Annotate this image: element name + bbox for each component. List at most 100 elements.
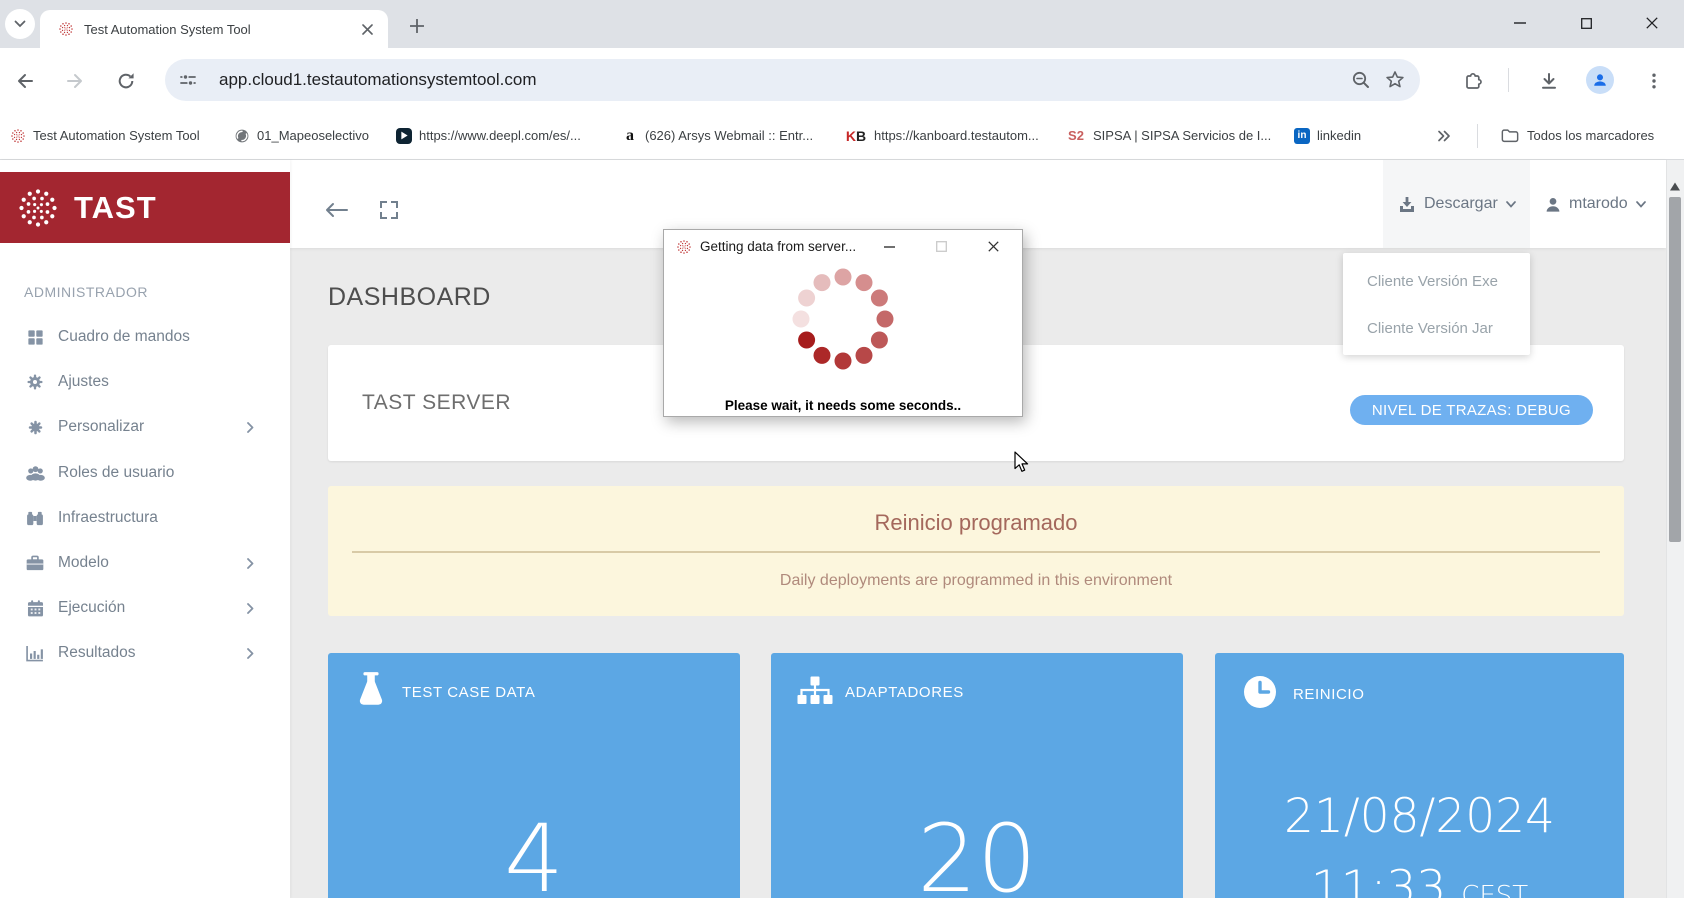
dialog-minimize-button[interactable] <box>874 235 904 259</box>
users-icon <box>24 462 46 484</box>
banner-title: Reinicio programado <box>874 510 1078 535</box>
user-menu-button[interactable]: mtarodo <box>1545 160 1646 248</box>
forward-button[interactable] <box>58 64 92 98</box>
fullscreen-button[interactable] <box>375 196 403 224</box>
brand-name: TAST <box>74 189 157 225</box>
banner-divider <box>352 551 1600 553</box>
scrollbar-up-arrow[interactable] <box>1670 182 1680 191</box>
bar-chart-icon <box>24 642 46 664</box>
sitemap-icon <box>797 675 833 713</box>
tast-favicon <box>677 239 691 254</box>
stat-card-label: REINICIO <box>1293 686 1365 703</box>
sidebar-item-cuadro-de-mandos[interactable]: Cuadro de mandos <box>0 320 290 354</box>
reload-button[interactable] <box>109 64 143 98</box>
dashboard-grid-icon <box>24 326 46 348</box>
dialog-titlebar[interactable]: Getting data from server... <box>664 230 1022 263</box>
tast-favicon <box>59 22 73 36</box>
back-button[interactable] <box>8 64 42 98</box>
stat-card-value: 20 <box>917 805 1037 898</box>
download-label: Descargar <box>1424 195 1498 212</box>
bookmark-label: https://www.deepl.com/es/... <box>419 128 581 143</box>
maximize-icon <box>935 241 947 252</box>
bookmark-label: SIPSA | SIPSA Servicios de I... <box>1093 128 1272 143</box>
dialog-message: Please wait, it needs some seconds.. <box>724 398 962 413</box>
chevron-down-icon <box>1505 200 1516 208</box>
maximize-icon <box>1580 17 1592 29</box>
extensions-button[interactable] <box>1454 64 1488 98</box>
download-menu-button[interactable]: Descargar <box>1398 160 1516 248</box>
window-minimize-button[interactable] <box>1497 0 1543 46</box>
brand-header[interactable]: TAST <box>0 172 290 243</box>
sidebar <box>0 160 290 898</box>
sidebar-item-label: Cuadro de mandos <box>58 328 190 345</box>
double-chevron-right-icon <box>1438 130 1450 141</box>
app-back-button[interactable] <box>322 196 350 224</box>
tast-favicon <box>11 128 25 143</box>
sidebar-item-label: Ajustes <box>58 373 109 390</box>
banner-subtitle: Daily deployments are programmed in this… <box>779 572 1173 589</box>
sidebar-item-ejecucion[interactable]: Ejecución <box>0 591 290 625</box>
bookmarks-overflow-button[interactable] <box>1437 112 1451 159</box>
kebab-menu-icon <box>1652 73 1656 89</box>
menu-item-cliente-version-exe[interactable]: Cliente Versión Exe <box>1367 273 1498 290</box>
profile-avatar[interactable] <box>1586 66 1614 94</box>
bookmark-tast[interactable]: Test Automation System Tool <box>10 112 200 159</box>
url-text[interactable]: app.cloud1.testautomationsystemtool.com <box>219 70 537 89</box>
address-bar[interactable]: app.cloud1.testautomationsystemtool.com <box>165 59 1420 101</box>
bookmark-sipsa[interactable]: S2 SIPSA | SIPSA Servicios de I... <box>1066 112 1271 159</box>
bookmark-label: https://kanboard.testautom... <box>874 128 1039 143</box>
close-icon <box>987 241 999 252</box>
server-card-title: TAST SERVER <box>362 391 512 414</box>
browser-menu-button[interactable] <box>1637 64 1671 98</box>
bookmark-label: Test Automation System Tool <box>33 128 200 143</box>
sidebar-item-modelo[interactable]: Modelo <box>0 546 290 580</box>
window-close-button[interactable] <box>1629 0 1675 46</box>
chevron-right-icon <box>247 602 254 614</box>
briefcase-icon <box>24 552 46 574</box>
bookmark-star-icon[interactable] <box>1378 63 1412 97</box>
browser-tab[interactable]: Test Automation System Tool <box>40 10 388 48</box>
sidebar-item-roles-de-usuario[interactable]: Roles de usuario <box>0 456 290 490</box>
bookmark-linkedin[interactable]: in linkedin <box>1294 112 1361 159</box>
bookmark-label: (626) Arsys Webmail :: Entr... <box>645 128 814 143</box>
calendar-icon <box>24 597 46 619</box>
dialog-maximize-button[interactable] <box>926 235 956 259</box>
chevron-right-icon <box>247 557 254 569</box>
tab-title: Test Automation System Tool <box>84 21 251 37</box>
scrollbar-thumb[interactable] <box>1669 197 1681 542</box>
puzzle-icon <box>1465 72 1482 89</box>
window-maximize-button[interactable] <box>1563 0 1609 46</box>
stat-card-label: ADAPTADORES <box>845 684 964 701</box>
zoom-out-icon[interactable] <box>1344 63 1378 97</box>
sidebar-section-label: ADMINISTRADOR <box>24 284 148 300</box>
tab-close-icon[interactable] <box>358 20 376 38</box>
sidebar-item-ajustes[interactable]: Ajustes <box>0 365 290 399</box>
page-title: DASHBOARD <box>328 283 491 311</box>
download-dropdown-menu: Cliente Versión Exe Cliente Versión Jar <box>1343 253 1530 355</box>
sidebar-item-label: Roles de usuario <box>58 464 175 481</box>
bookmark-mapeoselectivo[interactable]: 01_Mapeoselectivo <box>234 112 369 159</box>
site-settings-icon[interactable] <box>171 63 205 97</box>
downloads-button[interactable] <box>1532 64 1566 98</box>
stat-card-value: 4 <box>504 805 564 898</box>
stat-card-adaptadores: ADAPTADORES 20 <box>771 653 1183 898</box>
bookmark-arsys[interactable]: a (626) Arsys Webmail :: Entr... <box>622 112 813 159</box>
sidebar-item-infraestructura[interactable]: Infraestructura <box>0 501 290 535</box>
download-icon <box>1542 73 1556 89</box>
tab-search-button[interactable] <box>5 9 35 39</box>
menu-item-cliente-version-jar[interactable]: Cliente Versión Jar <box>1367 320 1493 337</box>
bookmark-deepl[interactable]: https://www.deepl.com/es/... <box>396 112 581 159</box>
sidebar-item-personalizar[interactable]: Personalizar <box>0 410 290 444</box>
dialog-close-button[interactable] <box>978 235 1008 259</box>
sidebar-item-resultados[interactable]: Resultados <box>0 636 290 670</box>
gear-icon <box>24 371 46 393</box>
reload-icon <box>118 73 134 89</box>
deepl-icon <box>396 127 412 144</box>
folder-icon <box>1500 128 1520 144</box>
linkedin-icon: in <box>1294 127 1310 144</box>
new-tab-button[interactable] <box>402 11 432 41</box>
all-bookmarks-button[interactable]: Todos los marcadores <box>1500 112 1654 159</box>
